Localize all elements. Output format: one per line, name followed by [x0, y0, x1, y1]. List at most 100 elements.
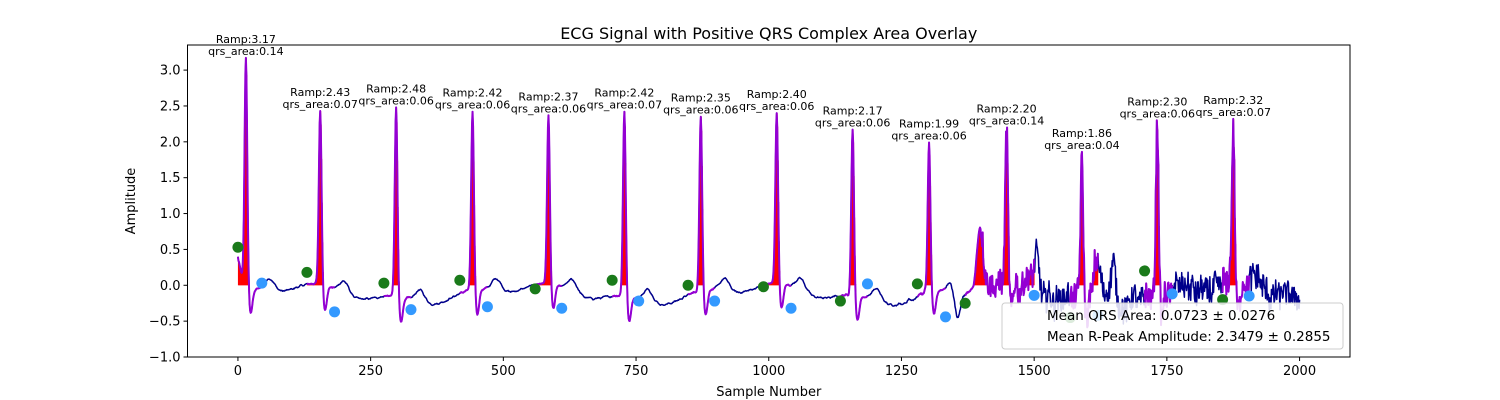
qrs-segment-line	[1221, 117, 1251, 313]
qrs-offset-marker	[940, 311, 952, 323]
qrs-area-fill	[775, 157, 777, 286]
qrs-area-fill	[851, 173, 853, 286]
qrs-area-fill	[542, 283, 544, 286]
qrs-area-fill	[318, 195, 320, 286]
qrs-area-label: qrs_area:0.07	[587, 99, 662, 112]
qrs-area-label: qrs_area:0.14	[208, 45, 283, 58]
qrs-area-fill	[1096, 261, 1098, 286]
legend: Mean QRS Area: 0.0723 ± 0.0276 Mean R-Pe…	[1001, 302, 1344, 350]
qrs-area-fill	[472, 123, 473, 286]
qrs-onset-marker	[378, 277, 390, 289]
r-amplitude-label: Ramp:2.32	[1203, 94, 1263, 107]
qrs-area-label: qrs_area:0.06	[1120, 107, 1195, 120]
qrs-area-fill	[624, 111, 626, 286]
qrs-segment-line	[236, 56, 263, 314]
qrs-onset-marker	[911, 278, 923, 290]
qrs-area-fill	[472, 111, 474, 286]
qrs-area-fill	[980, 229, 982, 286]
y-axis-ticks: −1.0 −0.5 0.0 0.5 1.0 1.5 2.0 2.5 3.0	[149, 64, 188, 366]
qrs-area-label: qrs_area:0.14	[969, 114, 1044, 127]
qrs-segment-line	[534, 114, 563, 309]
qrs-area-fill	[980, 227, 981, 286]
r-amplitude-label: Ramp:2.40	[747, 88, 807, 101]
qrs-area-fill	[1029, 279, 1031, 286]
qrs-area-label: qrs_area:0.04	[1044, 139, 1119, 152]
qrs-area-fill	[1096, 270, 1098, 286]
qrs-area-fill	[544, 278, 546, 286]
qrs-area-fill	[976, 253, 978, 286]
qrs-segment-line	[306, 109, 336, 311]
qrs-area-fill	[775, 196, 777, 286]
qrs-area-fill	[927, 217, 929, 286]
qrs-area-fill	[237, 256, 239, 286]
r-amplitude-label: Ramp:2.37	[518, 90, 578, 103]
qrs-area-fill	[975, 272, 977, 286]
qrs-offset-marker	[861, 278, 873, 290]
qrs-area-fill	[981, 238, 983, 286]
qrs-offset-marker	[633, 295, 645, 307]
x-axis-label: Sample Number	[716, 385, 822, 400]
y-tick-label: 1.0	[160, 207, 181, 222]
qrs-area-fill	[1030, 272, 1032, 286]
qrs-offset-marker	[1166, 288, 1178, 300]
qrs-area-fill	[770, 283, 772, 286]
qrs-area-fill	[1097, 268, 1099, 286]
qrs-area-fill	[1033, 272, 1035, 286]
qrs-area-fill	[1231, 235, 1233, 286]
qrs-area-label: qrs_area:0.06	[358, 94, 433, 107]
qrs-offset-marker	[481, 301, 493, 313]
r-amplitude-label: Ramp:2.20	[977, 102, 1037, 115]
y-tick-label: 3.0	[160, 64, 181, 79]
qrs-area-fill	[771, 282, 773, 286]
qrs-onset-marker	[959, 297, 971, 309]
qrs-area-fill	[547, 159, 549, 286]
qrs-area-fill	[771, 282, 773, 286]
qrs-onset-marker	[232, 241, 244, 253]
y-tick-label: 2.0	[160, 135, 181, 150]
qrs-area-fill	[776, 125, 778, 286]
qrs-onset-marker	[529, 283, 541, 295]
x-tick-label: 500	[491, 364, 516, 379]
qrs-area-label: qrs_area:0.06	[435, 99, 510, 112]
qrs-area-fill	[245, 57, 247, 286]
qrs-area-fill	[975, 265, 977, 286]
qrs-area-fill	[395, 121, 397, 286]
x-tick-label: 0	[234, 364, 242, 379]
legend-mean-r-peak: Mean R-Peak Amplitude: 2.3479 ± 0.2855	[1047, 329, 1331, 345]
qrs-area-fill	[240, 267, 241, 286]
qrs-segment-line	[964, 126, 1036, 308]
qrs-area-fill	[395, 157, 396, 286]
qrs-area-fill	[1156, 173, 1158, 286]
qrs-area-fill	[622, 203, 624, 286]
qrs-area-fill	[700, 116, 702, 286]
qrs-area-fill	[543, 283, 545, 286]
qrs-area-fill	[851, 212, 852, 286]
qrs-area-fill	[927, 182, 929, 286]
qrs-area-fill	[772, 278, 774, 286]
qrs-area-fill	[542, 283, 544, 286]
x-tick-label: 1250	[885, 364, 918, 379]
qrs-area-fill	[981, 237, 983, 286]
x-tick-label: 1000	[752, 364, 785, 379]
qrs-area-fill	[240, 269, 242, 286]
y-tick-label: −1.0	[149, 351, 181, 366]
qrs-area-label: qrs_area:0.06	[511, 102, 586, 115]
x-tick-label: 750	[624, 364, 649, 379]
qrs-onset-marker	[834, 295, 846, 307]
qrs-onset-marker	[757, 281, 769, 293]
qrs-area-label: qrs_area:0.06	[815, 117, 890, 130]
annotation-layer: Ramp:3.17qrs_area:0.14Ramp:2.43qrs_area:…	[208, 33, 1271, 152]
qrs-area-fill	[699, 201, 701, 286]
legend-mean-qrs-area: Mean QRS Area: 0.0723 ± 0.0276	[1047, 308, 1275, 324]
qrs-onset-marker	[454, 274, 466, 286]
qrs-segment-line	[1069, 150, 1099, 329]
qrs-area-fill	[982, 246, 984, 286]
marker-layer	[232, 241, 1255, 324]
qrs-area-fill	[976, 259, 978, 286]
qrs-segment-line	[916, 141, 947, 315]
qrs-area-fill	[238, 261, 240, 286]
qrs-area-fill	[1080, 186, 1082, 286]
qrs-area-fill	[241, 271, 243, 286]
r-amplitude-label: Ramp:2.42	[594, 87, 654, 100]
